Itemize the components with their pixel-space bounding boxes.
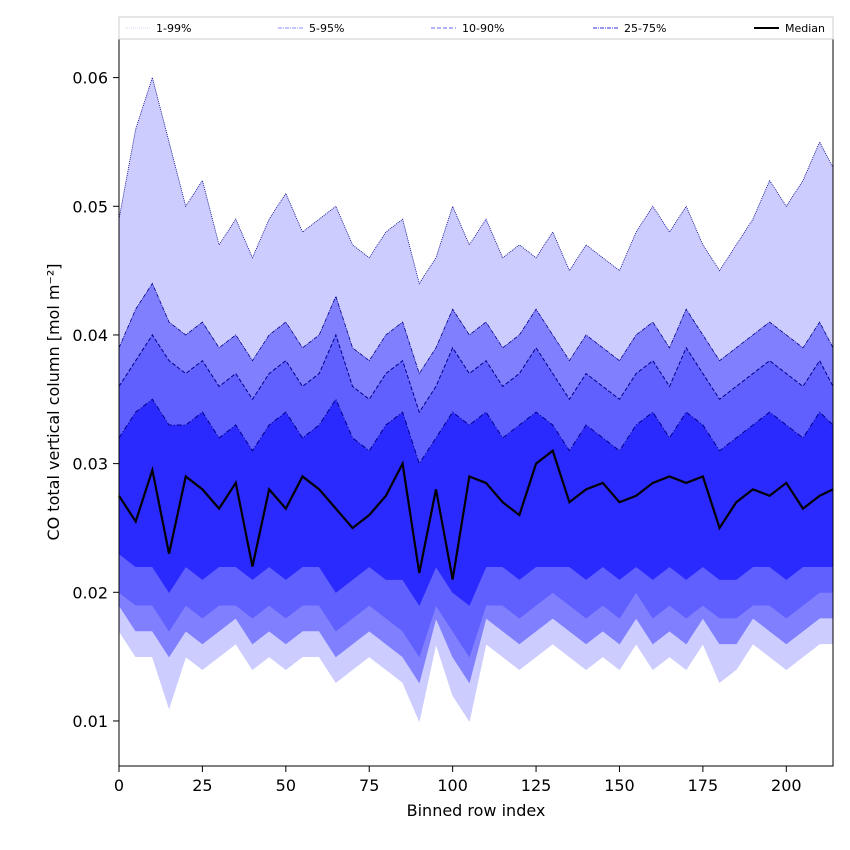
legend-label: 1-99% (156, 22, 191, 35)
band-upper-edge-10-90 (118, 333, 834, 414)
y-tick-label: 0.02 (72, 583, 108, 602)
y-tick-label: 0.05 (72, 197, 108, 216)
band-upper-edge-25-75 (118, 398, 834, 465)
band-25-75 (119, 399, 833, 606)
band-lower-edge-25-75 (118, 553, 833, 607)
legend-label: 10-90% (462, 22, 504, 35)
x-tick-label: 0 (114, 776, 124, 795)
x-tick-label: 75 (359, 776, 379, 795)
x-tick-label: 125 (521, 776, 552, 795)
y-tick-label: 0.04 (72, 326, 108, 345)
band-lower-edge-5-95 (118, 604, 833, 684)
y-axis-label: CO total vertical column [mol m⁻²] (44, 263, 63, 540)
y-tick-label: 0.01 (72, 712, 108, 731)
y-tick-label: 0.06 (72, 69, 108, 88)
x-tick-label: 200 (771, 776, 802, 795)
y-tick-label: 0.03 (72, 455, 108, 474)
legend: 1-99% 5-95% 10-90% 25-75% Median (118, 16, 834, 40)
y-axis: 0.01 0.02 0.03 0.04 0.05 0.06 (72, 69, 119, 731)
x-axis: 0 25 50 75 100 125 150 175 200 (114, 766, 802, 795)
x-tick-label: 50 (276, 776, 296, 795)
x-axis-label: Binned row index (407, 801, 546, 820)
band-lower-edge-10-90 (118, 591, 833, 658)
x-tick-label: 25 (192, 776, 212, 795)
band-lower-edge-1-99 (118, 630, 833, 723)
legend-box (118, 16, 834, 40)
x-tick-label: 150 (604, 776, 635, 795)
legend-label: Median (785, 22, 825, 35)
band-upper-edge-1-99 (118, 76, 834, 285)
plot-area (118, 76, 834, 723)
median-line (118, 448, 834, 580)
legend-label: 25-75% (624, 22, 666, 35)
x-tick-label: 100 (437, 776, 468, 795)
x-tick-label: 175 (688, 776, 719, 795)
band-upper-edge-5-95 (118, 282, 834, 375)
legend-label: 5-95% (309, 22, 344, 35)
